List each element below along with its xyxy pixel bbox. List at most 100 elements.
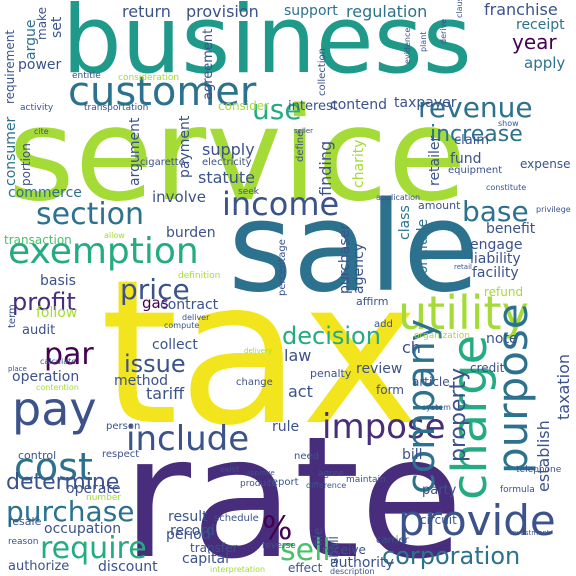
word-effect: effect [288, 561, 323, 575]
word-review: review [356, 361, 403, 377]
word-revenue: revenue [418, 91, 533, 124]
word-engage: engage [470, 237, 523, 253]
word-requirement: requirement [3, 29, 17, 104]
word-act: act [288, 382, 313, 401]
word-schedule: schedule [214, 513, 259, 524]
word-agreement: agreement [201, 28, 216, 100]
word-clause: clause [455, 0, 464, 18]
word-portion: portion [19, 143, 33, 186]
word-commerce: commerce [8, 185, 82, 201]
word-include: include [126, 419, 250, 459]
word-payment: payment [177, 115, 193, 178]
word-audit: audit [22, 323, 56, 338]
word-taxpayer: taxpayer [394, 95, 457, 111]
word-follow: follow [36, 305, 78, 321]
word-place: place [8, 365, 27, 373]
word-statute: statute [198, 168, 255, 187]
word-evidence: evidence [403, 27, 412, 64]
word-exist: exist [220, 465, 240, 474]
word-difference: difference [306, 481, 347, 490]
word-telephone: telephone [516, 465, 562, 475]
word-pay: pay [12, 382, 97, 436]
word-method: method [114, 373, 169, 389]
word-file: file [311, 527, 325, 546]
word-purpose: purpose [488, 303, 537, 474]
word-form: form [376, 383, 404, 397]
word-consideration: consideration [118, 73, 180, 83]
word-provide: provide [398, 496, 556, 545]
word-claim: claim [454, 133, 490, 148]
word-derive: derive [439, 18, 448, 44]
word-system: system [422, 403, 451, 412]
word-party: party [422, 483, 457, 498]
word-expense: expense [520, 157, 571, 171]
word-franchise: franchise [484, 0, 558, 19]
word-note: note [486, 331, 518, 347]
word-collect: collect [152, 337, 198, 353]
word-authority: authority [330, 555, 394, 571]
word-result: result [168, 509, 208, 525]
word-customer: customer [68, 69, 257, 115]
word-deliver: deliver [182, 313, 210, 322]
word-consider: consider [218, 99, 270, 113]
word-burden: burden [166, 225, 216, 241]
word-article: article [412, 375, 450, 389]
word-person: person [106, 421, 141, 432]
word-apply: apply [524, 54, 566, 72]
word-reason: reason [8, 537, 39, 547]
word-purchaser: purchaser [337, 223, 353, 294]
word-change: change [236, 377, 273, 388]
word-agree: agree [318, 469, 344, 479]
word-consumer: consumer [3, 116, 19, 186]
word-shall: shall [327, 536, 341, 564]
word-allow: allow [104, 231, 125, 240]
word-amount: amount [418, 199, 461, 212]
word-purchase: purchase [6, 495, 135, 528]
word-transaction: transaction [4, 233, 72, 247]
word-taxation: taxation [554, 354, 573, 420]
word-cigarette: cigarette [140, 157, 185, 168]
word-authorize: authorize [8, 559, 70, 574]
word-retailer: retailer [427, 135, 443, 186]
word-period: period [166, 527, 211, 543]
word-retail: retail [454, 263, 472, 271]
word-profit: profit [12, 288, 76, 316]
word-receipt: receipt [516, 17, 565, 33]
word-carrier: carrier [376, 535, 409, 546]
word-rate: rate [122, 400, 464, 576]
word-par: par [44, 337, 94, 372]
word-involve: involve [152, 188, 207, 206]
word-organization: organization [414, 331, 470, 341]
word-support: support [284, 3, 338, 19]
word-exemption: exemption [8, 231, 199, 272]
word-year: year [512, 30, 557, 54]
word-ch: ch [402, 338, 421, 357]
word-transfer: transfer [190, 541, 238, 555]
word-need: need [294, 451, 319, 462]
word-formula: formula [500, 485, 535, 495]
word-discount: discount [98, 559, 158, 575]
word-issue: issue [124, 350, 186, 378]
word-establish: establish [534, 420, 553, 492]
word-supply: supply [202, 140, 255, 159]
word-make: make [35, 7, 49, 40]
word-control: control [18, 449, 57, 462]
word-agency: agency [351, 243, 367, 294]
word-rule: rule [272, 419, 300, 435]
word-cite: cite [34, 127, 49, 136]
word-determine: determine [6, 470, 120, 495]
word-entitle: entitle [72, 71, 101, 81]
word-section: section [36, 197, 145, 232]
word-cost: cost [14, 445, 93, 489]
word-regulation: regulation [346, 2, 428, 21]
word-reverse: reverse [262, 541, 296, 551]
word-sell: sell [280, 533, 331, 568]
word-investment: investment [510, 529, 550, 537]
word-seek: seek [238, 187, 259, 197]
word-finding: finding [316, 140, 335, 196]
word-show: show [498, 119, 519, 128]
word-equipment: equipment [448, 165, 503, 176]
word-respect: respect [102, 449, 140, 460]
word-collection: collection [317, 48, 328, 96]
